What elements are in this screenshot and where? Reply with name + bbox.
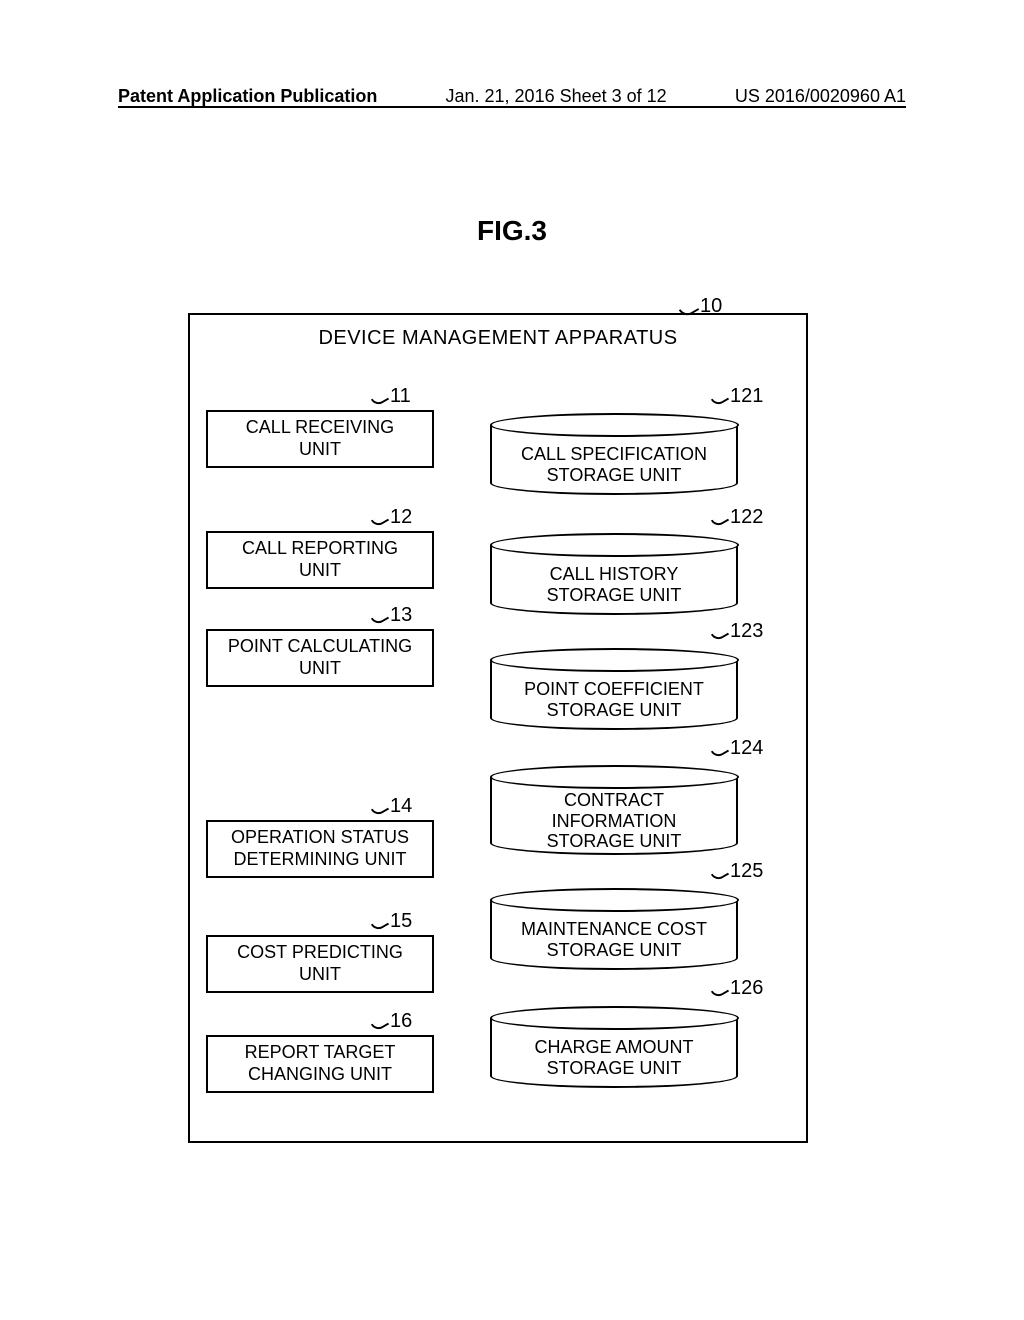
call-receiving-unit: CALL RECEIVING UNIT (206, 410, 434, 468)
cyl-label: STORAGE UNIT (492, 465, 736, 486)
cyl-label: POINT COEFFICIENT (492, 679, 736, 700)
unit-label: DETERMINING UNIT (212, 849, 428, 871)
unit-label: COST PREDICTING (212, 942, 428, 964)
call-reporting-unit: CALL REPORTING UNIT (206, 531, 434, 589)
publication-type: Patent Application Publication (118, 86, 377, 107)
cyl-label: STORAGE UNIT (492, 940, 736, 961)
page-header: Patent Application Publication Jan. 21, … (0, 86, 1024, 107)
unit-label: CALL REPORTING (212, 538, 428, 560)
cyl-label: INFORMATION (492, 811, 736, 832)
unit-label: OPERATION STATUS (212, 827, 428, 849)
figure-title: FIG.3 (0, 215, 1024, 247)
cyl-label: CONTRACT (492, 790, 736, 811)
unit-label: CHANGING UNIT (212, 1064, 428, 1086)
point-coefficient-storage-unit: POINT COEFFICIENT STORAGE UNIT (490, 660, 738, 730)
date-sheet: Jan. 21, 2016 Sheet 3 of 12 (446, 86, 667, 107)
call-specification-storage-unit: CALL SPECIFICATION STORAGE UNIT (490, 425, 738, 495)
unit-label: UNIT (212, 439, 428, 461)
report-target-changing-unit: REPORT TARGET CHANGING UNIT (206, 1035, 434, 1093)
cyl-label: CALL SPECIFICATION (492, 444, 736, 465)
unit-label: REPORT TARGET (212, 1042, 428, 1064)
cyl-label: STORAGE UNIT (492, 585, 736, 606)
publication-number: US 2016/0020960 A1 (735, 86, 906, 107)
ref-125: 125 (730, 860, 763, 883)
cyl-label: STORAGE UNIT (492, 1058, 736, 1079)
cyl-label: STORAGE UNIT (492, 831, 736, 852)
ref-124: 124 (730, 737, 763, 760)
unit-label: CALL RECEIVING (212, 417, 428, 439)
ref-12: 12 (390, 506, 412, 529)
ref-121: 121 (730, 385, 763, 408)
cyl-label: STORAGE UNIT (492, 700, 736, 721)
ref-123: 123 (730, 620, 763, 643)
unit-label: UNIT (212, 658, 428, 680)
unit-label: UNIT (212, 964, 428, 986)
ref-11: 11 (390, 385, 411, 408)
cyl-label: MAINTENANCE COST (492, 919, 736, 940)
ref-15: 15 (390, 910, 412, 933)
main-box-title: DEVICE MANAGEMENT APPARATUS (190, 327, 806, 350)
call-history-storage-unit: CALL HISTORY STORAGE UNIT (490, 545, 738, 615)
cyl-label: CALL HISTORY (492, 564, 736, 585)
maintenance-cost-storage-unit: MAINTENANCE COST STORAGE UNIT (490, 900, 738, 970)
device-management-apparatus-box: DEVICE MANAGEMENT APPARATUS 11 CALL RECE… (188, 313, 808, 1143)
point-calculating-unit: POINT CALCULATING UNIT (206, 629, 434, 687)
header-rule (118, 106, 906, 108)
ref-14: 14 (390, 795, 412, 818)
ref-126: 126 (730, 977, 763, 1000)
ref-13: 13 (390, 604, 412, 627)
unit-label: UNIT (212, 560, 428, 582)
cost-predicting-unit: COST PREDICTING UNIT (206, 935, 434, 993)
cyl-label: CHARGE AMOUNT (492, 1037, 736, 1058)
unit-label: POINT CALCULATING (212, 636, 428, 658)
charge-amount-storage-unit: CHARGE AMOUNT STORAGE UNIT (490, 1018, 738, 1088)
contract-information-storage-unit: CONTRACT INFORMATION STORAGE UNIT (490, 777, 738, 855)
ref-122: 122 (730, 506, 763, 529)
operation-status-determining-unit: OPERATION STATUS DETERMINING UNIT (206, 820, 434, 878)
ref-16: 16 (390, 1010, 412, 1033)
